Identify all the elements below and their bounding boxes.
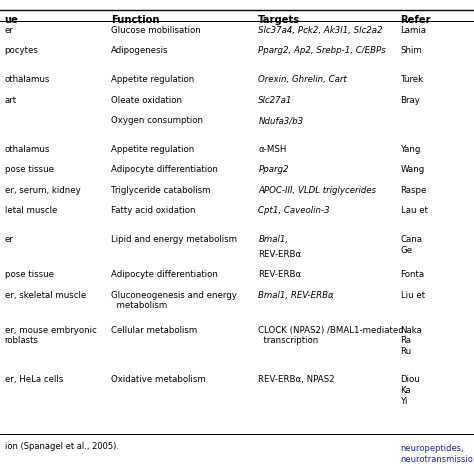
Text: Pparg2, Ap2, Srebp-1, C/EBPs: Pparg2, Ap2, Srebp-1, C/EBPs xyxy=(258,46,386,55)
Text: Lau et: Lau et xyxy=(401,206,428,215)
Text: pocytes: pocytes xyxy=(5,46,38,55)
Text: Triglyceride catabolism: Triglyceride catabolism xyxy=(111,186,211,195)
Text: Bmal1, REV-ERBα: Bmal1, REV-ERBα xyxy=(258,291,334,300)
Text: REV-ERBα, NPAS2: REV-ERBα, NPAS2 xyxy=(258,375,335,384)
Text: Diou
Ka
Yi: Diou Ka Yi xyxy=(401,375,420,406)
Text: art: art xyxy=(5,96,17,105)
Text: Shim: Shim xyxy=(401,46,422,55)
Text: Bray: Bray xyxy=(401,96,420,105)
Text: Cana
Ge: Cana Ge xyxy=(401,235,422,255)
Text: othalamus: othalamus xyxy=(5,75,50,84)
Text: ue: ue xyxy=(5,15,18,25)
Text: Glucose mobilisation: Glucose mobilisation xyxy=(111,26,201,35)
Text: Orexin, Ghrelin, Cart: Orexin, Ghrelin, Cart xyxy=(258,75,347,84)
Text: er: er xyxy=(5,235,14,244)
Text: Oxidative metabolism: Oxidative metabolism xyxy=(111,375,206,384)
Text: Ndufa3/b3: Ndufa3/b3 xyxy=(258,116,303,125)
Text: Lipid and energy metabolism: Lipid and energy metabolism xyxy=(111,235,237,244)
Text: Targets: Targets xyxy=(258,15,301,25)
Text: pose tissue: pose tissue xyxy=(5,165,54,174)
Text: Lamia: Lamia xyxy=(401,26,427,35)
Text: er: er xyxy=(5,26,14,35)
Text: Yang: Yang xyxy=(401,145,421,154)
Text: Gluconeogenesis and energy
  metabolism: Gluconeogenesis and energy metabolism xyxy=(111,291,237,310)
Text: APOC-III, VLDL triglycerides: APOC-III, VLDL triglycerides xyxy=(258,186,376,195)
Text: REV-ERBα: REV-ERBα xyxy=(258,270,301,279)
Text: Naka
Ra
Ru: Naka Ra Ru xyxy=(401,326,422,356)
Text: Oleate oxidation: Oleate oxidation xyxy=(111,96,182,105)
Text: Fatty acid oxidation: Fatty acid oxidation xyxy=(111,206,196,215)
Text: ion (Spanagel et al., 2005).: ion (Spanagel et al., 2005). xyxy=(5,442,119,451)
Text: REV-ERBα: REV-ERBα xyxy=(258,250,301,259)
Text: Raspe: Raspe xyxy=(401,186,427,195)
Text: Bmal1,: Bmal1, xyxy=(258,235,289,244)
Text: Adipocyte differentiation: Adipocyte differentiation xyxy=(111,270,218,279)
Text: Adipocyte differentiation: Adipocyte differentiation xyxy=(111,165,218,174)
Text: er, HeLa cells: er, HeLa cells xyxy=(5,375,63,384)
Text: Liu et: Liu et xyxy=(401,291,425,300)
Text: er, serum, kidney: er, serum, kidney xyxy=(5,186,81,195)
Text: Function: Function xyxy=(111,15,160,25)
Text: Cellular metabolism: Cellular metabolism xyxy=(111,326,198,335)
Text: Appetite regulation: Appetite regulation xyxy=(111,75,195,84)
Text: Fonta: Fonta xyxy=(401,270,425,279)
Text: CLOCK (NPAS2) /BMAL1-mediated
  transcription: CLOCK (NPAS2) /BMAL1-mediated transcript… xyxy=(258,326,404,346)
Text: Oxygen consumption: Oxygen consumption xyxy=(111,116,203,125)
Text: er, skeletal muscle: er, skeletal muscle xyxy=(5,291,86,300)
Text: othalamus: othalamus xyxy=(5,145,50,154)
Text: Adipogenesis: Adipogenesis xyxy=(111,46,169,55)
Text: letal muscle: letal muscle xyxy=(5,206,57,215)
Text: er, mouse embryonic
roblasts: er, mouse embryonic roblasts xyxy=(5,326,97,346)
Text: Slc37a4, Pck2, Ak3l1, Slc2a2: Slc37a4, Pck2, Ak3l1, Slc2a2 xyxy=(258,26,383,35)
Text: α-MSH: α-MSH xyxy=(258,145,287,154)
Text: Cpt1, Caveolin-3: Cpt1, Caveolin-3 xyxy=(258,206,330,215)
Text: neuropeptides,
neurotransmissio: neuropeptides, neurotransmissio xyxy=(401,444,474,464)
Text: Appetite regulation: Appetite regulation xyxy=(111,145,195,154)
Text: Wang: Wang xyxy=(401,165,425,174)
Text: Pparg2: Pparg2 xyxy=(258,165,289,174)
Text: Refer: Refer xyxy=(401,15,431,25)
Text: pose tissue: pose tissue xyxy=(5,270,54,279)
Text: Turek: Turek xyxy=(401,75,424,84)
Text: Slc27a1: Slc27a1 xyxy=(258,96,293,105)
